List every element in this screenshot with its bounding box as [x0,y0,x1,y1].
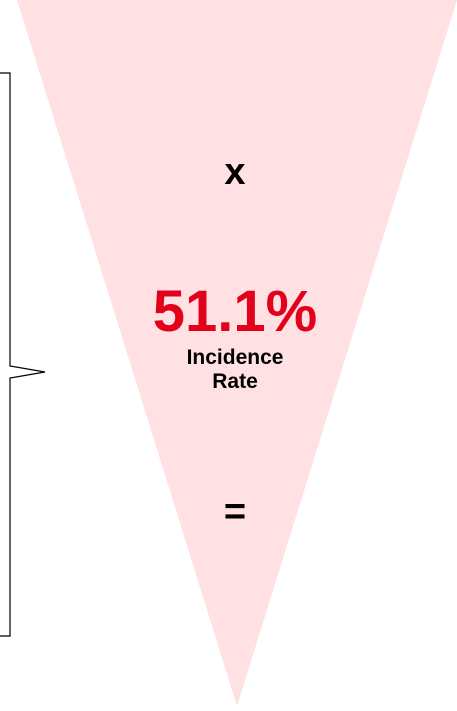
incidence-rate-label: Incidence Rate [0,346,457,394]
incidence-rate-label-line1: Incidence [186,346,284,369]
incidence-rate-label-line2: Rate [212,370,258,393]
incidence-rate-value: 51.1% [152,279,318,344]
funnel-triangle [17,0,457,706]
left-brace-icon [0,72,46,637]
equals-operator: = [223,491,247,533]
multiply-operator: x [224,151,246,193]
